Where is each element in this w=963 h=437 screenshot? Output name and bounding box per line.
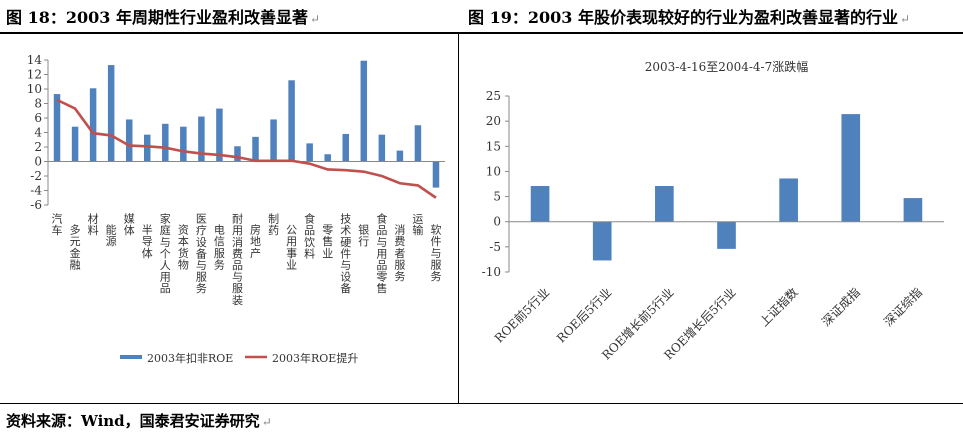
- bar: [71, 126, 79, 162]
- y-tick-label: 0: [493, 215, 501, 229]
- right-chart-panel: 2003-4-16至2004-4-7涨跌幅 -10 -5 0 5 10 15 20 25 ROE前…: [459, 35, 963, 403]
- x-tick-label: ROE前5行业: [491, 285, 552, 346]
- bar: [324, 154, 331, 162]
- y-tick-label: 14: [27, 53, 43, 67]
- x-tick-label: 消费者服务: [394, 223, 405, 283]
- x-tick-label: 房地产: [250, 224, 261, 260]
- x-tick-label: 制药: [268, 213, 279, 238]
- bar: [717, 221, 736, 249]
- y-tick-label: 6: [34, 111, 42, 125]
- figure-19-title: 图 19：2003 年股价表现较好的行业为盈利改善显著的行业 ↵: [468, 8, 911, 27]
- x-tick-label: 上证指数: [756, 285, 801, 330]
- x-tick-label: 汽车: [52, 212, 63, 238]
- x-tick-label: 资本货物: [178, 224, 189, 272]
- y-tick-label: -10: [482, 265, 501, 279]
- y-tick-label: 0: [34, 155, 42, 169]
- bar: [180, 126, 187, 162]
- bar: [125, 119, 133, 162]
- x-tick-label: 电信服务: [214, 224, 225, 272]
- right-chart: 2003-4-16至2004-4-7涨跌幅 -10 -5 0 5 10 15 20 25 ROE前…: [482, 59, 944, 362]
- y-tick-label: -6: [30, 198, 42, 212]
- chart-title: 2003-4-16至2004-4-7涨跌幅: [645, 59, 808, 74]
- return-mark-icon: ↵: [261, 415, 272, 429]
- legend-label: 2003年ROE提升: [272, 351, 358, 365]
- legend-swatch-bar: [120, 355, 142, 359]
- bar: [288, 80, 295, 162]
- x-tick-label: 深证综指: [880, 285, 925, 330]
- bar: [270, 119, 277, 162]
- y-tick-label: 8: [34, 97, 42, 111]
- bar: [903, 198, 923, 222]
- y-tick-label: 12: [27, 68, 42, 82]
- x-tick-label: 零售业: [322, 224, 333, 260]
- x-tick-label: 医疗设备与服务: [196, 213, 207, 296]
- x-tick-label: 材料: [88, 212, 99, 238]
- y-tick-label: 10: [27, 82, 42, 96]
- y-tick-label: 4: [34, 126, 42, 140]
- bar: [198, 116, 205, 162]
- x-tick-label: 深证成指: [818, 285, 863, 330]
- x-tick-label: 食品与用品零售: [376, 212, 387, 296]
- left-chart-panel: -6 -4 -2 0 2 4 6 8 10 12 14 汽车 多元金融 材料 能源 媒体 半导体 家庭与个人用品资…: [0, 35, 458, 403]
- x-tick-label: 能源: [106, 223, 117, 249]
- bar: [252, 136, 259, 162]
- y-tick-label: 20: [486, 114, 501, 128]
- bar: [378, 134, 386, 162]
- bar: [360, 60, 368, 162]
- y-tick-label: 10: [486, 164, 501, 178]
- x-tick-label: ROE后5行业: [554, 285, 614, 345]
- bar: [162, 123, 169, 162]
- x-tick-label: 食品饮料: [304, 212, 315, 261]
- bar: [342, 133, 349, 162]
- bar: [592, 221, 612, 261]
- bar: [89, 88, 97, 162]
- bottom-rule: [0, 403, 963, 404]
- y-tick-label: -4: [30, 184, 42, 198]
- return-mark-icon: ↵: [899, 12, 911, 26]
- x-tick-label: 公用事业: [286, 224, 297, 272]
- bar: [306, 143, 313, 162]
- bar: [779, 178, 798, 222]
- x-tick-label: 半导体: [142, 223, 153, 260]
- y-tick-label: 15: [486, 139, 501, 153]
- y-tick-label: 5: [493, 190, 501, 204]
- bar: [144, 134, 151, 162]
- legend-label: 2003年扣非ROE: [147, 351, 233, 365]
- x-tick-label: 家庭与个人用品: [160, 212, 171, 296]
- bar: [432, 161, 440, 188]
- x-tick-label: 耐用消费品与服装: [232, 213, 243, 307]
- return-mark-icon: ↵: [309, 12, 321, 26]
- y-tick-label: 2: [34, 140, 42, 154]
- y-tick-label: 25: [486, 89, 501, 103]
- bar: [530, 186, 550, 222]
- x-tick-label: 媒体: [124, 213, 135, 238]
- top-rule: [0, 32, 963, 34]
- x-tick-label: 软件与服务: [430, 223, 441, 283]
- bar: [234, 146, 241, 162]
- figure-18-title: 图 18：2003 年周期性行业盈利改善显著 ↵: [6, 8, 321, 27]
- bar: [216, 108, 223, 162]
- y-tick-label: -2: [30, 169, 42, 183]
- source-note: 资料来源：Wind，国泰君安证券研究 ↵: [6, 412, 272, 430]
- panel-divider: [458, 34, 459, 403]
- bar: [841, 114, 861, 222]
- x-tick-label: 银行: [358, 223, 369, 249]
- x-tick-label: 运输: [412, 213, 423, 238]
- bar: [396, 150, 404, 162]
- roe-change-line: [56, 98, 437, 199]
- x-tick-label: 多元金融: [70, 223, 81, 272]
- bar: [107, 65, 115, 162]
- y-tick-label: -5: [489, 240, 501, 254]
- bar: [655, 186, 674, 222]
- bar: [53, 94, 61, 162]
- x-tick-label: 技术硬件与设备: [340, 213, 351, 296]
- bar: [414, 125, 422, 162]
